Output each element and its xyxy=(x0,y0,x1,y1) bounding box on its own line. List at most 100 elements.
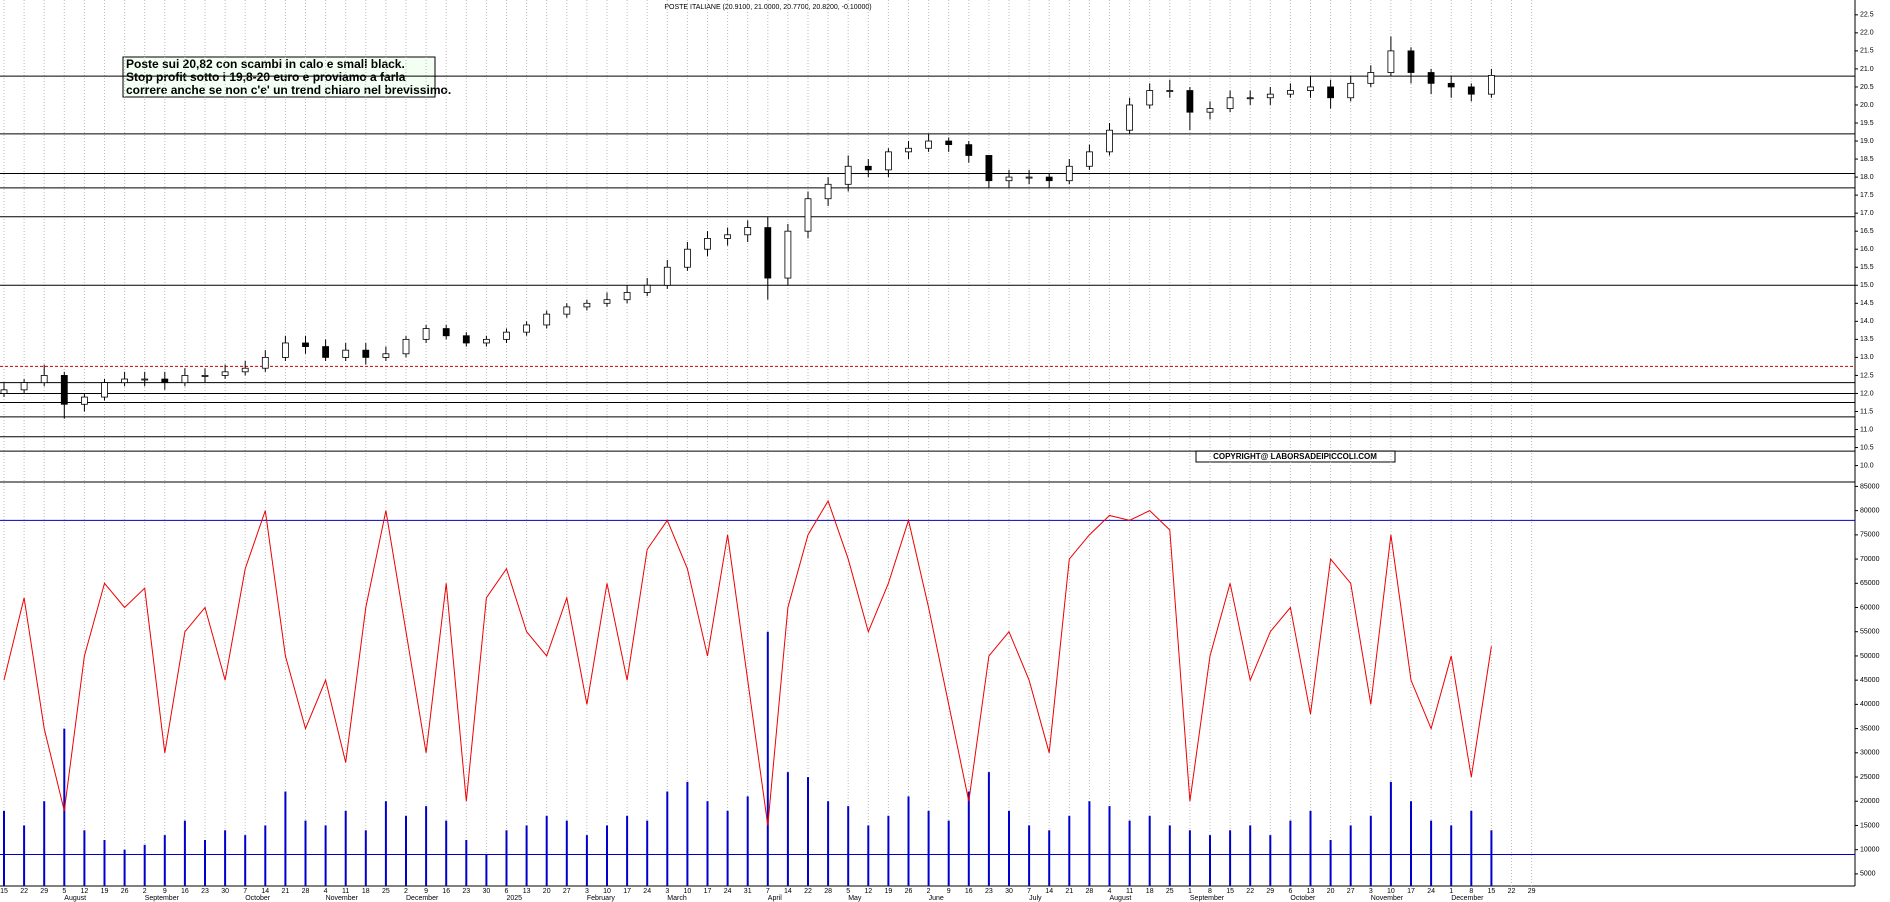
x-tick-label: 19 xyxy=(101,888,109,895)
candle-body xyxy=(462,335,470,344)
y-tick-label: 18.5 xyxy=(1860,156,1874,163)
x-month-label: October xyxy=(245,895,271,902)
candle-body xyxy=(603,299,611,304)
candle-body xyxy=(1488,75,1495,95)
x-tick-label: 16 xyxy=(965,888,973,895)
x-tick-label: 18 xyxy=(1146,888,1154,895)
candle-body xyxy=(141,378,149,381)
y-tick-label: 21.5 xyxy=(1860,48,1874,55)
candle-body xyxy=(1166,90,1174,92)
y-tick-label: 40000 xyxy=(1860,701,1880,708)
y-tick-label: 19.0 xyxy=(1860,138,1874,145)
x-tick-label: 14 xyxy=(1045,888,1053,895)
candle-body xyxy=(1045,176,1053,182)
y-tick-label: 20.5 xyxy=(1860,84,1874,91)
candle-body xyxy=(1246,97,1254,100)
candle-body xyxy=(523,324,530,333)
x-tick-label: 14 xyxy=(784,888,792,895)
x-tick-label: 22 xyxy=(1508,888,1516,895)
candle-body xyxy=(945,140,953,146)
candle-body xyxy=(161,378,169,384)
x-tick-label: 6 xyxy=(505,888,509,895)
x-tick-label: 22 xyxy=(1246,888,1254,895)
candle-body xyxy=(1427,72,1435,84)
x-tick-label: 23 xyxy=(201,888,209,895)
x-month-label: May xyxy=(848,895,862,902)
candle-body xyxy=(1307,86,1314,91)
x-tick-label: 27 xyxy=(1347,888,1355,895)
x-tick-label: 8 xyxy=(1208,888,1212,895)
candle-body xyxy=(382,353,390,358)
y-tick-label: 10.0 xyxy=(1860,462,1874,469)
candle-body xyxy=(221,371,229,376)
x-month-label: March xyxy=(667,895,687,902)
candle-body xyxy=(1186,90,1194,113)
x-month-label: August xyxy=(64,895,86,902)
x-tick-label: 26 xyxy=(905,888,913,895)
candle-body xyxy=(1086,151,1093,167)
x-tick-label: 3 xyxy=(585,888,589,895)
y-tick-label: 14.5 xyxy=(1860,300,1874,307)
x-tick-label: 2 xyxy=(927,888,931,895)
y-tick-label: 14.0 xyxy=(1860,318,1874,325)
x-month-label: August xyxy=(1110,895,1132,902)
x-month-label: December xyxy=(406,895,439,902)
y-tick-label: 16.5 xyxy=(1860,228,1874,235)
candle-body xyxy=(442,328,450,337)
x-tick-label: 17 xyxy=(704,888,712,895)
x-month-label: 2025 xyxy=(507,895,523,902)
x-tick-label: 6 xyxy=(1288,888,1292,895)
x-tick-label: 25 xyxy=(1166,888,1174,895)
candle-body xyxy=(744,227,752,236)
candle-body xyxy=(503,331,510,340)
x-tick-label: 29 xyxy=(1528,888,1536,895)
candle-body xyxy=(402,338,410,355)
y-tick-label: 25000 xyxy=(1860,774,1880,781)
y-tick-label: 19.5 xyxy=(1860,120,1874,127)
x-tick-label: 4 xyxy=(324,888,328,895)
y-tick-label: 15000 xyxy=(1860,822,1880,829)
candle-body xyxy=(844,165,852,185)
candle-body xyxy=(0,389,8,394)
candle-body xyxy=(1226,97,1234,109)
x-tick-label: 3 xyxy=(665,888,669,895)
x-tick-label: 9 xyxy=(947,888,951,895)
candle-body xyxy=(121,378,128,384)
y-tick-label: 16.0 xyxy=(1860,246,1874,253)
candle-body xyxy=(1106,129,1113,153)
candle-body xyxy=(261,356,269,369)
candle-body xyxy=(281,342,289,358)
x-tick-label: 2 xyxy=(143,888,147,895)
candle-body xyxy=(1065,165,1073,182)
x-tick-label: 15 xyxy=(0,888,8,895)
x-tick-label: 24 xyxy=(643,888,651,895)
candle-body xyxy=(101,382,108,398)
x-tick-label: 7 xyxy=(1027,888,1031,895)
x-tick-label: 21 xyxy=(282,888,290,895)
y-tick-label: 18.0 xyxy=(1860,174,1874,181)
candle-body xyxy=(241,367,249,373)
x-tick-label: 19 xyxy=(885,888,893,895)
x-tick-label: 24 xyxy=(724,888,732,895)
candle-body xyxy=(302,342,309,347)
y-tick-label: 10000 xyxy=(1860,847,1880,854)
candle-body xyxy=(804,198,812,232)
candle-body xyxy=(1407,50,1415,73)
y-tick-label: 10.5 xyxy=(1860,444,1874,451)
y-tick-label: 85000 xyxy=(1860,483,1880,490)
candle-body xyxy=(1287,90,1294,95)
candle-body xyxy=(1206,108,1214,113)
candle-body xyxy=(885,151,892,171)
candle-body xyxy=(60,375,68,405)
y-tick-label: 12.0 xyxy=(1860,390,1874,397)
x-tick-label: 22 xyxy=(804,888,812,895)
y-tick-label: 11.5 xyxy=(1860,408,1873,415)
y-tick-label: 15.0 xyxy=(1860,282,1874,289)
annotation-box xyxy=(122,56,436,98)
y-tick-label: 11.0 xyxy=(1860,426,1873,433)
x-month-label: April xyxy=(768,895,782,902)
y-tick-label: 35000 xyxy=(1860,725,1880,732)
candle-body xyxy=(181,375,189,384)
